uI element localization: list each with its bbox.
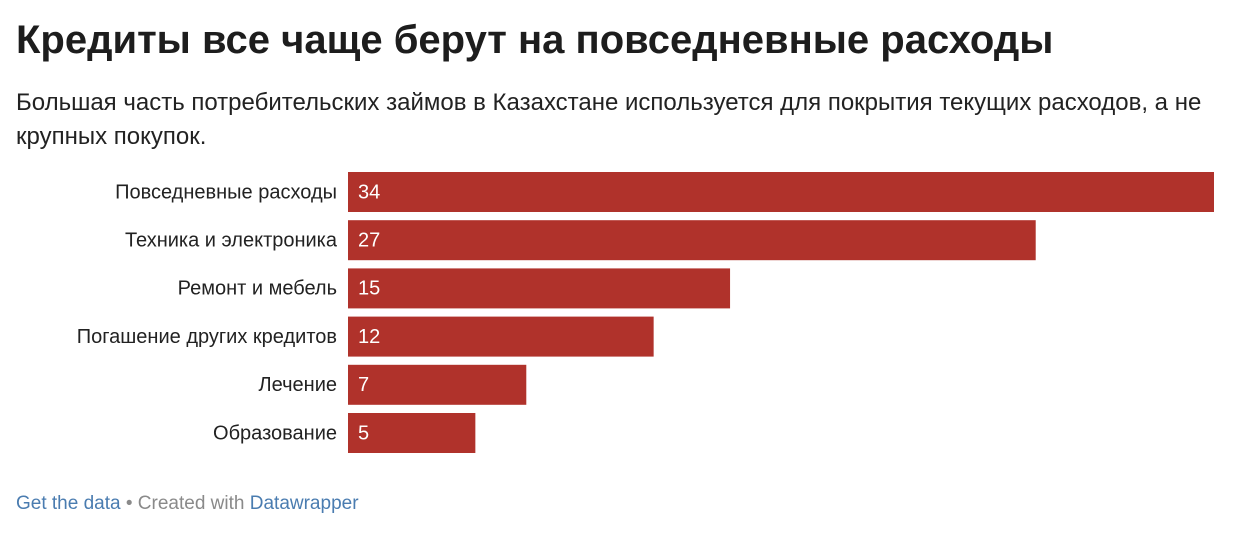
value-label: 5 xyxy=(358,422,369,444)
value-label: 12 xyxy=(358,326,380,348)
value-label: 15 xyxy=(358,278,380,300)
footer-separator: • xyxy=(125,493,133,514)
value-label: 34 xyxy=(358,181,380,203)
category-label: Ремонт и мебель xyxy=(178,278,337,300)
value-label: 7 xyxy=(358,374,369,396)
bar xyxy=(348,413,476,453)
category-label: Погашение других кредитов xyxy=(77,326,337,348)
footer-credit: Created with xyxy=(137,493,245,514)
chart-subtitle: Большая часть потребительских займов в К… xyxy=(16,89,1202,150)
bar xyxy=(348,220,1036,261)
bar xyxy=(348,316,654,357)
value-label: 27 xyxy=(358,229,380,251)
bar xyxy=(348,172,1214,212)
bar xyxy=(348,268,731,309)
category-label: Образование xyxy=(213,422,337,444)
category-label: Техника и электроника xyxy=(125,229,338,251)
category-label: Повседневные расходы xyxy=(115,181,337,203)
get-data-link[interactable]: Get the data xyxy=(16,493,121,514)
chart: Повседневные расходы 34 Техника и электрон… xyxy=(77,172,1214,453)
tool-link[interactable]: Datawrapper xyxy=(249,493,359,514)
category-label: Лечение xyxy=(259,374,337,396)
chart-title: Кредиты все чаще берут на повседневные р… xyxy=(16,18,1054,62)
bar xyxy=(348,364,527,405)
footer: Get the data • Created with Datawrapper xyxy=(16,493,359,515)
